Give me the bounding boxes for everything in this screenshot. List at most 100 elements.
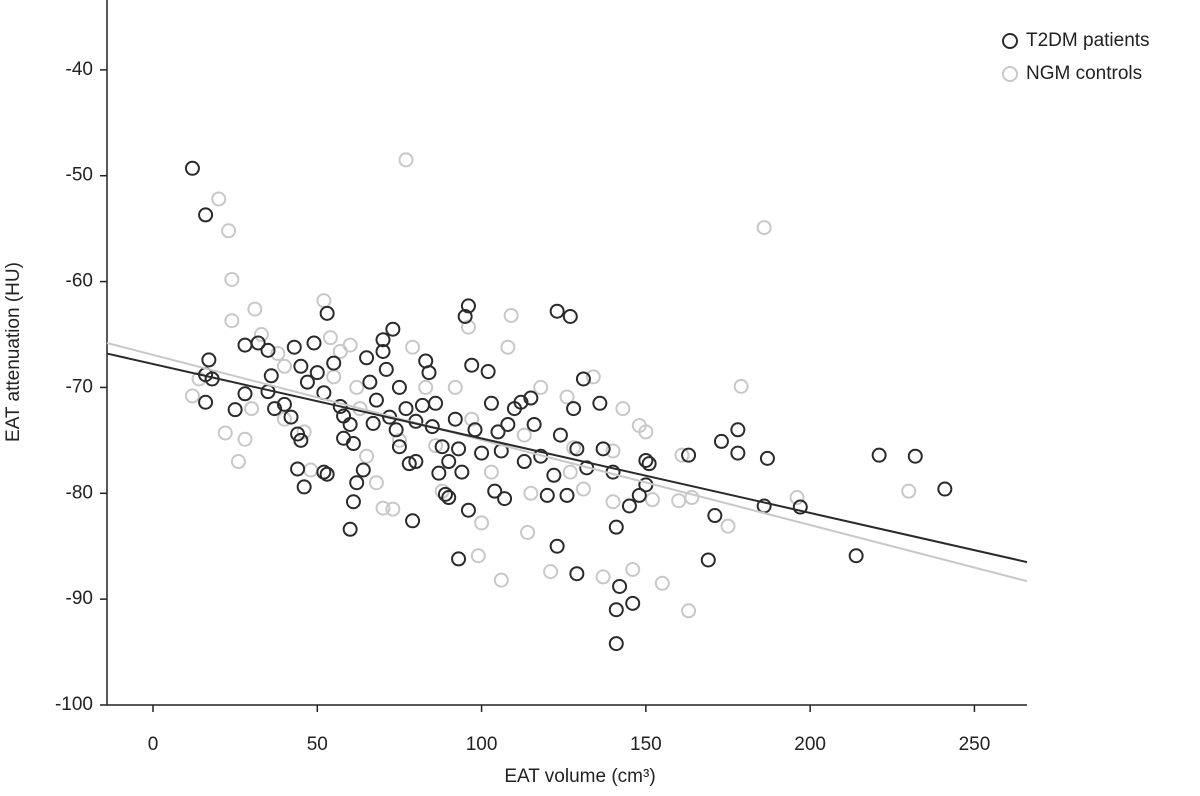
- point: [549, 538, 565, 554]
- point: [434, 439, 450, 455]
- point: [359, 448, 375, 464]
- point: [355, 462, 371, 478]
- point: [615, 401, 631, 417]
- point: [543, 564, 559, 580]
- point: [470, 548, 486, 564]
- point: [283, 409, 299, 425]
- point: [368, 475, 384, 491]
- point: [237, 431, 253, 447]
- point: [621, 498, 637, 514]
- point: [319, 305, 335, 321]
- point: [612, 578, 628, 594]
- point: [566, 401, 582, 417]
- point: [428, 438, 444, 454]
- point: [378, 361, 394, 377]
- point: [391, 439, 407, 455]
- point: [385, 501, 401, 517]
- point: [309, 365, 325, 381]
- point: [303, 462, 319, 478]
- point: [428, 395, 444, 411]
- point: [405, 513, 421, 529]
- point: [608, 519, 624, 535]
- point: [345, 494, 361, 510]
- point: [513, 394, 529, 410]
- point: [605, 494, 621, 510]
- point: [319, 466, 335, 482]
- point: [523, 485, 539, 501]
- legend-marker: [1002, 66, 1018, 82]
- legend-label: NGM controls: [1026, 63, 1142, 84]
- point: [365, 415, 381, 431]
- trend-line: [106, 352, 1028, 564]
- point: [500, 339, 516, 355]
- point: [224, 313, 240, 329]
- point: [700, 552, 716, 568]
- point: [638, 452, 654, 468]
- x-tick-label: 100: [466, 734, 498, 755]
- point: [437, 486, 453, 502]
- point: [730, 422, 746, 438]
- point: [316, 464, 332, 480]
- point: [398, 401, 414, 417]
- point: [431, 465, 447, 481]
- point: [480, 364, 496, 380]
- point: [460, 298, 476, 314]
- point: [605, 443, 621, 459]
- point: [490, 424, 506, 440]
- point: [483, 395, 499, 411]
- legend-marker: [1002, 33, 1018, 49]
- point: [546, 467, 562, 483]
- point: [901, 483, 917, 499]
- point: [464, 411, 480, 427]
- point: [276, 358, 292, 374]
- point: [474, 515, 490, 531]
- x-tick-label: 250: [959, 734, 991, 755]
- point: [276, 411, 292, 427]
- point: [460, 319, 476, 335]
- point: [483, 464, 499, 480]
- point: [730, 445, 746, 461]
- point: [322, 330, 338, 346]
- point: [569, 566, 585, 582]
- point: [493, 572, 509, 588]
- point: [759, 450, 775, 466]
- point: [293, 358, 309, 374]
- x-tick-label: 150: [630, 734, 662, 755]
- y-tick-label: -70: [66, 376, 93, 397]
- point: [500, 416, 516, 432]
- point: [575, 481, 591, 497]
- point: [267, 401, 283, 417]
- point: [391, 432, 407, 448]
- point: [270, 346, 286, 362]
- point: [457, 309, 473, 325]
- point: [641, 456, 657, 472]
- point: [184, 160, 200, 176]
- y-tick-label: -40: [66, 59, 93, 80]
- point: [401, 456, 417, 472]
- y-tick-label: -80: [66, 482, 93, 503]
- point: [421, 365, 437, 381]
- point: [871, 447, 887, 463]
- point: [244, 401, 260, 417]
- point: [549, 303, 565, 319]
- point: [375, 332, 391, 348]
- point: [296, 424, 312, 440]
- point: [326, 355, 342, 371]
- point: [487, 483, 503, 499]
- y-tick-label: -100: [55, 694, 93, 715]
- point: [230, 454, 246, 470]
- point: [733, 378, 749, 394]
- point: [408, 454, 424, 470]
- point: [388, 422, 404, 438]
- point: [359, 350, 375, 366]
- point: [592, 395, 608, 411]
- point: [713, 433, 729, 449]
- point: [368, 392, 384, 408]
- y-tick-label: -60: [66, 271, 93, 292]
- point: [585, 369, 601, 385]
- trend-line: [106, 342, 1028, 583]
- point: [451, 551, 467, 567]
- point: [789, 490, 805, 506]
- point: [398, 152, 414, 168]
